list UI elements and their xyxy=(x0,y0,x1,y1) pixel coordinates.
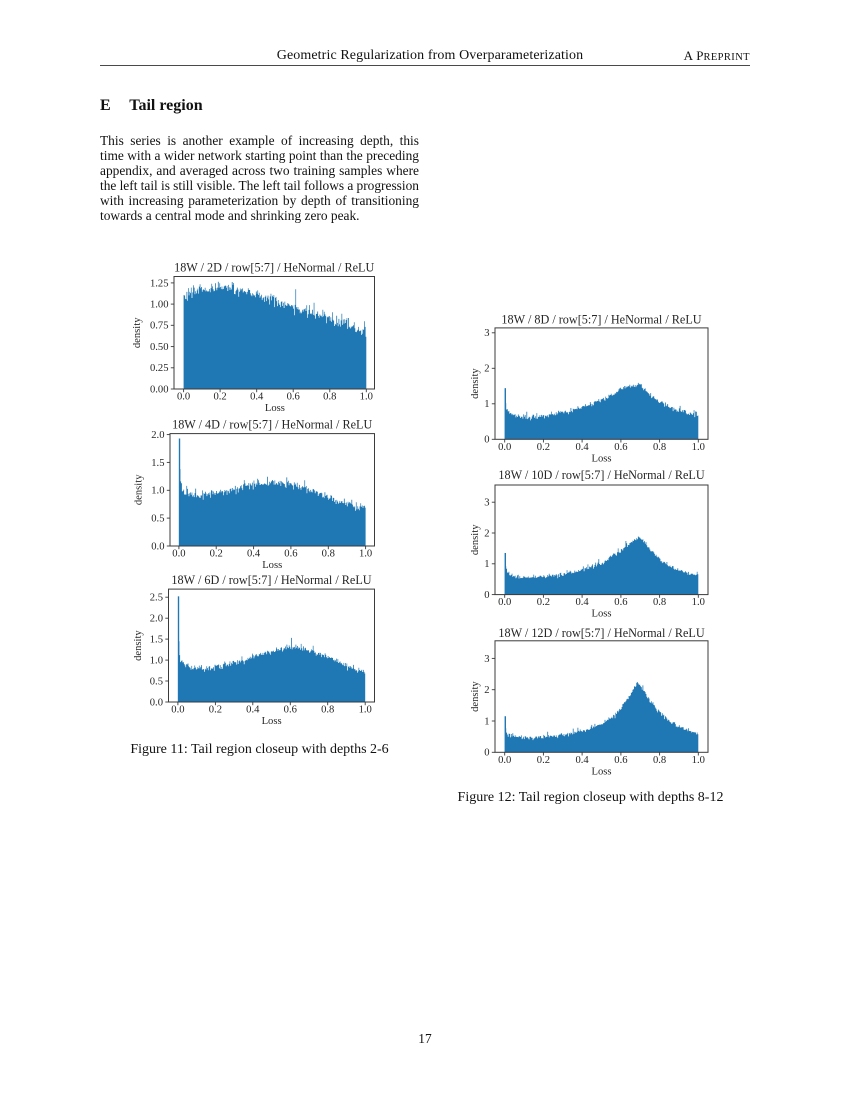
svg-text:0.4: 0.4 xyxy=(575,755,589,766)
svg-text:Loss: Loss xyxy=(265,403,285,414)
svg-text:1.25: 1.25 xyxy=(150,278,169,289)
svg-text:0.4: 0.4 xyxy=(246,705,260,716)
svg-text:0.0: 0.0 xyxy=(172,549,185,560)
svg-text:2: 2 xyxy=(484,364,489,375)
svg-text:1.0: 1.0 xyxy=(692,597,705,608)
svg-text:18W / 6D / row[5:7] / HeNormal: 18W / 6D / row[5:7] / HeNormal / ReLU xyxy=(171,573,371,587)
svg-text:density: density xyxy=(470,524,481,555)
svg-text:0.5: 0.5 xyxy=(151,514,164,525)
svg-text:0.0: 0.0 xyxy=(151,541,164,552)
svg-text:18W / 2D / row[5:7] / HeNormal: 18W / 2D / row[5:7] / HeNormal / ReLU xyxy=(174,261,374,275)
svg-text:0.4: 0.4 xyxy=(575,442,589,453)
svg-text:0.0: 0.0 xyxy=(150,697,163,708)
svg-text:1.0: 1.0 xyxy=(151,486,164,497)
svg-text:0.2: 0.2 xyxy=(537,755,550,766)
svg-text:0.0: 0.0 xyxy=(498,597,511,608)
svg-text:0.2: 0.2 xyxy=(209,705,222,716)
svg-text:density: density xyxy=(134,474,145,505)
svg-text:0.50: 0.50 xyxy=(150,342,169,353)
svg-text:1.0: 1.0 xyxy=(692,442,705,453)
svg-text:1.5: 1.5 xyxy=(150,635,163,646)
svg-text:18W / 10D / row[5:7] / HeNorma: 18W / 10D / row[5:7] / HeNormal / ReLU xyxy=(498,468,704,482)
svg-text:0.8: 0.8 xyxy=(653,755,666,766)
svg-text:1: 1 xyxy=(484,716,489,727)
svg-text:3: 3 xyxy=(484,328,489,339)
svg-text:18W / 12D / row[5:7] / HeNorma: 18W / 12D / row[5:7] / HeNormal / ReLU xyxy=(498,626,704,640)
svg-text:0.4: 0.4 xyxy=(575,597,589,608)
svg-text:0.8: 0.8 xyxy=(322,549,335,560)
svg-text:1.0: 1.0 xyxy=(359,549,372,560)
svg-text:3: 3 xyxy=(484,654,489,665)
svg-text:0.00: 0.00 xyxy=(150,384,169,395)
svg-text:0.75: 0.75 xyxy=(150,321,169,332)
svg-text:0.0: 0.0 xyxy=(171,705,184,716)
svg-text:0.6: 0.6 xyxy=(284,549,297,560)
svg-text:0: 0 xyxy=(484,748,489,759)
svg-text:1.0: 1.0 xyxy=(360,392,373,403)
svg-text:Loss: Loss xyxy=(262,716,282,727)
svg-text:1: 1 xyxy=(484,399,489,410)
svg-text:0.4: 0.4 xyxy=(247,549,261,560)
svg-text:0.2: 0.2 xyxy=(537,442,550,453)
svg-text:0.8: 0.8 xyxy=(653,442,666,453)
svg-text:1.0: 1.0 xyxy=(359,705,372,716)
svg-text:0.6: 0.6 xyxy=(614,597,627,608)
svg-text:2.0: 2.0 xyxy=(150,614,163,625)
svg-text:2: 2 xyxy=(484,685,489,696)
svg-text:1.0: 1.0 xyxy=(692,755,705,766)
svg-text:density: density xyxy=(470,681,481,712)
svg-text:1.5: 1.5 xyxy=(151,458,164,469)
svg-text:0.6: 0.6 xyxy=(614,442,627,453)
svg-text:0.2: 0.2 xyxy=(213,392,226,403)
svg-text:density: density xyxy=(132,317,143,348)
svg-text:18W / 8D / row[5:7] / HeNormal: 18W / 8D / row[5:7] / HeNormal / ReLU xyxy=(501,312,701,326)
svg-text:1: 1 xyxy=(484,559,489,570)
svg-text:1.00: 1.00 xyxy=(150,300,169,311)
svg-text:18W / 4D / row[5:7] / HeNormal: 18W / 4D / row[5:7] / HeNormal / ReLU xyxy=(172,418,372,432)
svg-text:Loss: Loss xyxy=(262,560,282,571)
svg-text:0: 0 xyxy=(484,435,489,446)
svg-text:0.0: 0.0 xyxy=(498,755,511,766)
svg-text:0.2: 0.2 xyxy=(537,597,550,608)
svg-text:0.0: 0.0 xyxy=(177,392,190,403)
svg-text:2.0: 2.0 xyxy=(151,430,164,441)
svg-text:2.5: 2.5 xyxy=(150,593,163,604)
svg-text:0.6: 0.6 xyxy=(287,392,300,403)
svg-text:0.8: 0.8 xyxy=(321,705,334,716)
svg-text:Loss: Loss xyxy=(591,766,611,777)
svg-text:Loss: Loss xyxy=(591,609,611,620)
svg-text:density: density xyxy=(133,630,144,661)
svg-text:0.5: 0.5 xyxy=(150,676,163,687)
svg-text:1.0: 1.0 xyxy=(150,656,163,667)
svg-text:0.0: 0.0 xyxy=(498,442,511,453)
svg-text:density: density xyxy=(470,368,481,399)
svg-text:3: 3 xyxy=(484,498,489,509)
svg-text:0.25: 0.25 xyxy=(150,363,169,374)
svg-text:0: 0 xyxy=(484,590,489,601)
svg-text:Loss: Loss xyxy=(591,453,611,464)
svg-text:2: 2 xyxy=(484,528,489,539)
svg-text:0.2: 0.2 xyxy=(210,549,223,560)
svg-text:0.8: 0.8 xyxy=(323,392,336,403)
svg-text:0.6: 0.6 xyxy=(614,755,627,766)
svg-text:0.6: 0.6 xyxy=(284,705,297,716)
svg-text:0.8: 0.8 xyxy=(653,597,666,608)
svg-text:0.4: 0.4 xyxy=(250,392,264,403)
